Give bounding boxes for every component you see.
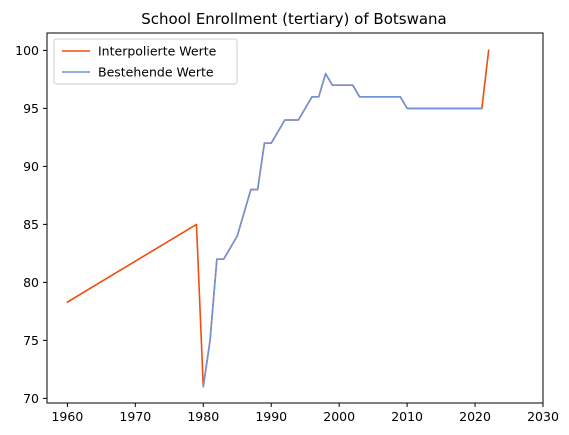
legend-label-1: Interpolierte Werte bbox=[98, 44, 217, 59]
axes: 1960 1970 1980 1990 2000 2010 2020 2030 70 75 80 85… bbox=[15, 32, 559, 424]
y-tick-label: 85 bbox=[23, 217, 39, 232]
x-tick-label: 1980 bbox=[187, 409, 219, 424]
y-tick-label: 90 bbox=[23, 159, 39, 174]
legend: Interpolierte Werte Bestehende Werte bbox=[53, 38, 238, 85]
x-tick-label: 2000 bbox=[323, 409, 355, 424]
chart-title: School Enrollment (tertiary) of Botswana bbox=[141, 10, 446, 28]
x-tick-label: 2020 bbox=[459, 409, 491, 424]
plot-lines bbox=[66, 49, 490, 388]
y-tick-label: 75 bbox=[23, 333, 39, 348]
series-line-2 bbox=[202, 72, 483, 388]
legend-label-2: Bestehende Werte bbox=[98, 65, 214, 80]
x-tick-label: 1990 bbox=[255, 409, 287, 424]
plot-frame bbox=[46, 32, 544, 404]
x-tick-label: 1970 bbox=[119, 409, 151, 424]
y-tick-label: 80 bbox=[23, 275, 39, 290]
y-tick-label: 95 bbox=[23, 101, 39, 116]
x-tick-label: 2030 bbox=[527, 409, 559, 424]
x-tick-label: 2010 bbox=[391, 409, 423, 424]
x-tick-label: 1960 bbox=[51, 409, 83, 424]
y-tick-label: 70 bbox=[23, 391, 39, 406]
y-tick-label: 100 bbox=[15, 43, 39, 58]
legend-box bbox=[53, 38, 238, 85]
